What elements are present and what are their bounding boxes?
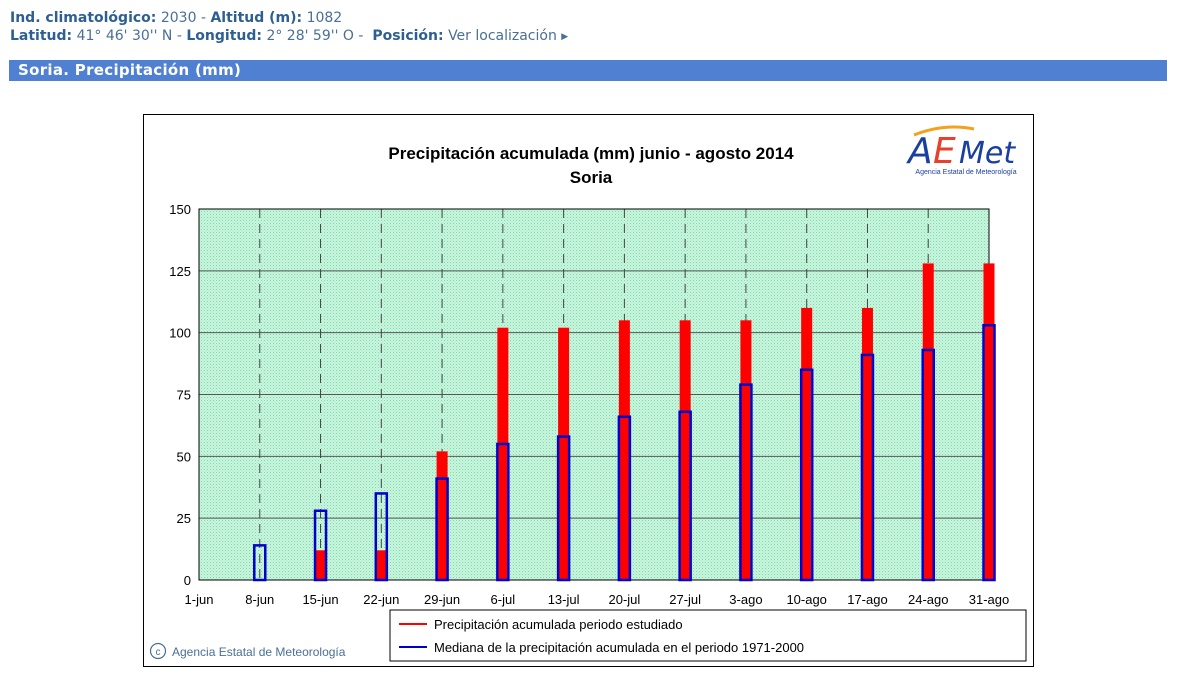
x-tick-label: 8-jun	[245, 592, 274, 607]
y-tick-label: 50	[177, 449, 191, 464]
svg-text:A: A	[906, 131, 931, 172]
y-tick-label: 125	[169, 264, 191, 279]
x-tick-label: 13-jul	[548, 592, 580, 607]
separator: -	[358, 28, 364, 44]
ind-value: 2030	[160, 10, 197, 26]
section-title: Soria. Precipitación (mm)	[18, 61, 242, 79]
bar-median	[435, 477, 449, 582]
y-tick-label: 150	[169, 202, 191, 217]
x-tick-label: 24-ago	[908, 592, 948, 607]
y-tick-label: 25	[177, 511, 191, 526]
bar-studied	[740, 320, 752, 580]
chart-frame: Precipitación acumulada (mm) junio - ago…	[143, 114, 1034, 667]
x-tick-label: 31-ago	[969, 592, 1009, 607]
bar-median	[496, 442, 510, 582]
bar-median	[678, 410, 692, 582]
bar-studied	[436, 451, 448, 580]
bar-median	[617, 415, 632, 582]
section-title-bar: Soria. Precipitación (mm)	[9, 60, 1167, 81]
pos-label: Posición:	[372, 28, 444, 44]
x-tick-label: 3-ago	[729, 592, 762, 607]
bar-studied	[558, 327, 570, 580]
lat-label: Latitud:	[10, 28, 73, 44]
bar-median	[556, 435, 571, 582]
x-tick-label: 22-jun	[363, 592, 399, 607]
aemet-logo: A E Met Agencia Estatal de Meteorología	[906, 125, 1017, 176]
location-link-label: Ver localización	[448, 28, 557, 44]
bar-studied	[801, 307, 813, 580]
lon-label: Longitud:	[186, 28, 262, 44]
bar-studied	[679, 320, 691, 580]
ind-label: Ind. climatológico:	[10, 10, 157, 26]
x-tick-label: 15-jun	[302, 592, 338, 607]
precipitation-chart: Precipitación acumulada (mm) junio - ago…	[149, 125, 1027, 662]
bar-median	[982, 323, 996, 582]
bar-studied	[315, 550, 327, 580]
separator: -	[176, 28, 182, 44]
legend: Precipitación acumulada periodo estudiad…	[389, 609, 1027, 662]
bar-studied	[618, 320, 630, 580]
copyright: c Agencia Estatal de Meteorología	[149, 642, 346, 660]
bar-studied	[983, 263, 995, 580]
x-tick-label: 20-jul	[608, 592, 640, 607]
chart-title: Precipitación acumulada (mm) junio - ago…	[388, 144, 794, 163]
copyright-text: Agencia Estatal de Meteorología	[172, 645, 346, 659]
bar-median	[860, 353, 875, 582]
y-tick-label: 75	[177, 388, 191, 403]
bar-studied	[861, 307, 873, 580]
y-tick-label: 100	[169, 326, 191, 341]
station-info-line-2: Latitud: 41° 46' 30'' N - Longitud: 2° 2…	[10, 28, 568, 44]
x-tick-label: 17-ago	[847, 592, 887, 607]
alt-label: Altitud (m):	[210, 10, 303, 26]
svg-text:E: E	[933, 131, 956, 172]
bar-median	[253, 544, 267, 582]
bar-studied	[922, 263, 934, 580]
alt-value: 1082	[306, 10, 343, 26]
bar-studied	[375, 550, 387, 580]
x-tick-label: 29-jun	[424, 592, 460, 607]
play-arrow-icon: ▶	[561, 32, 569, 42]
bar-median	[374, 492, 389, 582]
bar-median	[921, 348, 935, 582]
svg-text:c: c	[156, 647, 161, 658]
copyright-icon	[149, 642, 167, 660]
bar-median	[799, 368, 814, 582]
station-info-line-1: Ind. climatológico: 2030 - Altitud (m): …	[10, 10, 342, 26]
bar-studied	[497, 327, 509, 580]
lat-value: 41° 46' 30'' N	[76, 28, 173, 44]
logo-subtitle: Agencia Estatal de Meteorología	[915, 169, 1016, 176]
y-tick-label: 0	[184, 573, 191, 588]
bar-median	[739, 383, 753, 582]
legend-label-studied: Precipitación acumulada periodo estudiad…	[434, 617, 683, 632]
location-link[interactable]: Ver localización ▶	[448, 28, 568, 44]
lon-value: 2° 28' 59'' O	[266, 28, 354, 44]
x-tick-label: 1-jun	[185, 592, 214, 607]
x-tick-label: 6-jul	[491, 592, 516, 607]
svg-text:Met: Met	[959, 136, 1016, 171]
bar-median	[313, 509, 328, 582]
x-tick-label: 27-jul	[669, 592, 701, 607]
separator: -	[200, 10, 206, 26]
chart-subtitle: Soria	[570, 168, 613, 187]
legend-label-median: Mediana de la precipitación acumulada en…	[434, 640, 804, 655]
x-tick-label: 10-ago	[786, 592, 826, 607]
